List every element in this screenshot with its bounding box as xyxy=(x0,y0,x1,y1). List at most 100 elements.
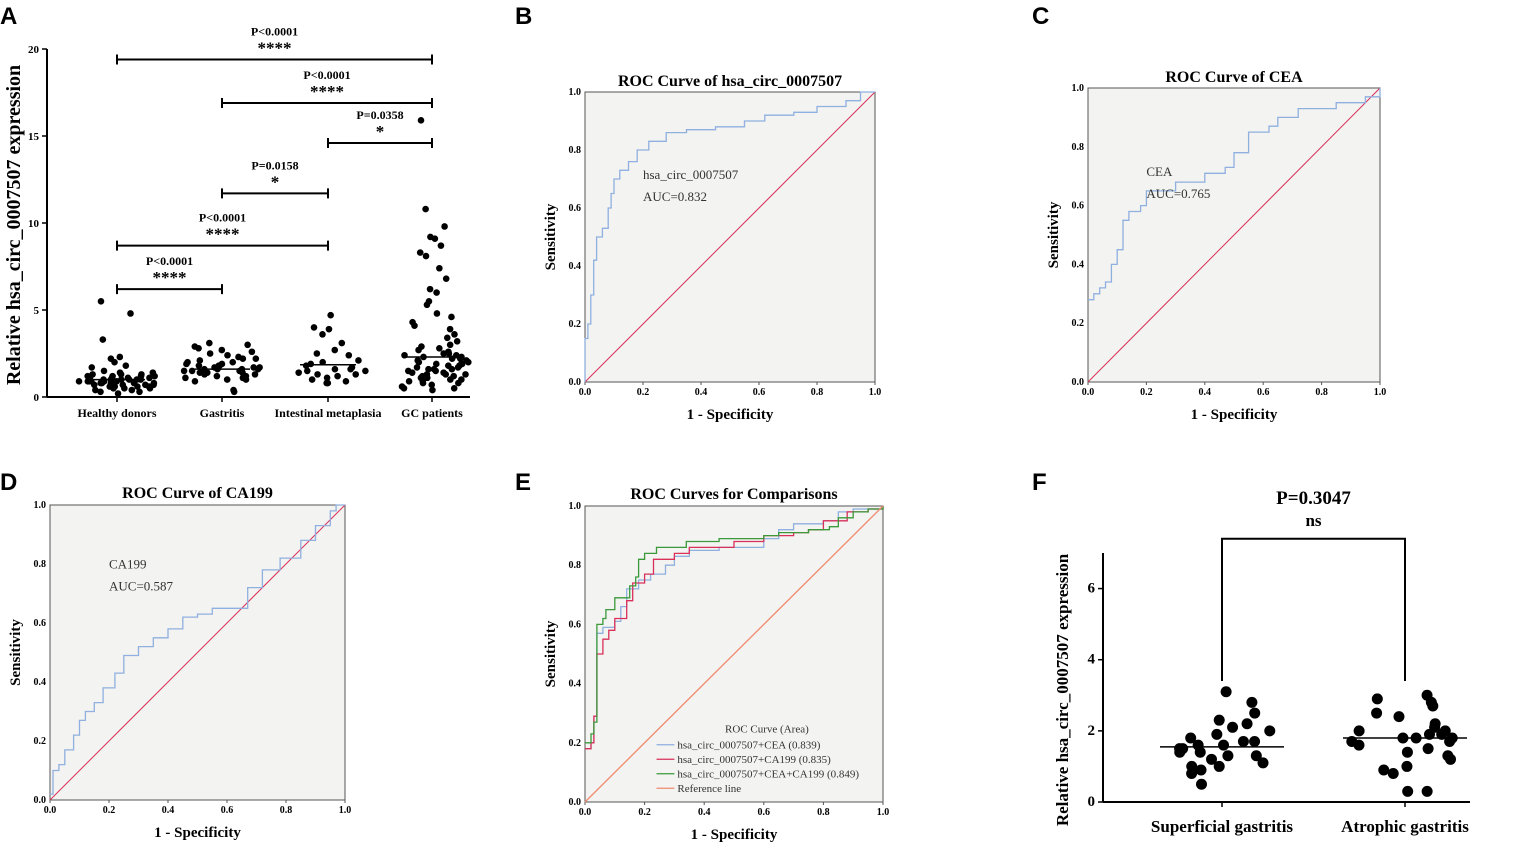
x-tick-label: 1.0 xyxy=(877,807,890,818)
roc-curve-0 xyxy=(584,91,875,382)
roc-curve-2 xyxy=(585,506,884,744)
y-tick-label: 0.2 xyxy=(569,738,582,749)
data-point xyxy=(100,367,108,375)
data-point xyxy=(191,378,199,385)
y-tick-label: 2 xyxy=(1088,723,1096,739)
reference-line xyxy=(584,91,876,383)
p-value-label: P<0.0001 xyxy=(146,254,193,268)
x-tick-label: GC patients xyxy=(401,406,463,420)
data-point xyxy=(465,358,472,366)
data-point xyxy=(1174,746,1186,758)
data-point xyxy=(254,365,262,373)
data-point xyxy=(206,339,213,347)
data-point xyxy=(303,367,311,375)
data-point xyxy=(229,358,237,366)
x-tick-label: 0.0 xyxy=(579,807,592,818)
y-tick-label: 0.0 xyxy=(569,377,582,388)
data-point xyxy=(106,383,114,390)
data-point xyxy=(325,325,333,333)
x-tick-label: 0.4 xyxy=(695,387,708,398)
y-tick-label: 0.6 xyxy=(34,618,47,629)
data-point xyxy=(1387,768,1399,780)
y-tick-label: 0 xyxy=(34,392,40,404)
data-point xyxy=(1378,764,1390,776)
y-tick-label: 1.0 xyxy=(34,500,47,511)
data-point xyxy=(1218,739,1230,751)
x-tick-label: 0.0 xyxy=(579,387,592,398)
data-point xyxy=(453,338,461,345)
significance-bracket xyxy=(327,137,433,148)
data-point xyxy=(1195,764,1207,776)
data-point xyxy=(308,376,316,383)
data-point xyxy=(432,367,440,375)
data-point xyxy=(362,367,369,375)
x-tick-label: 0.6 xyxy=(753,387,766,398)
y-tick-label: 0.4 xyxy=(569,679,582,690)
y-tick-label: 15 xyxy=(28,131,40,143)
data-point xyxy=(342,378,350,385)
roc-curve-3 xyxy=(584,505,884,803)
data-point xyxy=(1220,686,1232,698)
data-point xyxy=(98,379,106,387)
p-value-label: P<0.0001 xyxy=(251,24,298,38)
data-point xyxy=(1213,760,1225,772)
chart-title: ROC Curve of hsa_circ_0007507 xyxy=(618,73,842,90)
panel-label-e: E xyxy=(515,469,531,496)
y-axis-label: Relative hsa_circ_0007507 expression xyxy=(1053,553,1072,826)
data-point xyxy=(134,383,141,390)
data-point xyxy=(1249,707,1261,719)
x-tick-label: 0.6 xyxy=(758,807,771,818)
y-tick-label: 0 xyxy=(1088,794,1096,810)
p-value-label: P<0.0001 xyxy=(199,211,246,225)
data-point xyxy=(314,371,321,378)
data-point xyxy=(244,341,251,349)
x-tick-label: 0.6 xyxy=(221,805,234,816)
data-point xyxy=(462,371,469,378)
data-point xyxy=(442,275,450,282)
significance-stars: * xyxy=(271,172,280,191)
p-value-label: P=0.3047 xyxy=(1276,488,1351,509)
y-axis-label: Sensitivity xyxy=(543,203,559,270)
p-value-label: P=0.0158 xyxy=(251,158,298,172)
y-tick-label: 1.0 xyxy=(569,87,582,98)
data-point xyxy=(195,362,203,369)
data-point xyxy=(422,252,430,260)
data-point xyxy=(1444,736,1456,748)
x-tick-label: 0.8 xyxy=(280,805,293,816)
data-point xyxy=(1211,728,1223,740)
auc-annotation: CEA xyxy=(1146,164,1173,179)
significance-stars: **** xyxy=(258,38,292,57)
auc-annotation: AUC=0.587 xyxy=(109,579,174,594)
x-tick-label: Intestinal metaplasia xyxy=(274,406,381,420)
data-point xyxy=(1353,725,1365,737)
significance-bracket xyxy=(221,97,433,108)
data-point xyxy=(248,348,256,356)
data-point xyxy=(116,353,124,361)
y-tick-label: 0.6 xyxy=(569,203,582,214)
y-tick-label: 6 xyxy=(1088,581,1096,597)
y-tick-label: 0.8 xyxy=(34,559,47,570)
y-tick-label: 1.0 xyxy=(569,501,582,512)
data-point xyxy=(437,242,445,249)
data-point xyxy=(431,235,439,242)
y-tick-label: 0.4 xyxy=(569,261,582,272)
data-point xyxy=(423,374,431,382)
auc-annotation: hsa_circ_0007507 xyxy=(643,167,739,182)
data-point xyxy=(1264,725,1276,737)
chart-title: ROC Curve of CEA xyxy=(1165,69,1303,86)
data-point xyxy=(413,364,421,371)
y-axis-label: Sensitivity xyxy=(8,619,24,686)
significance-stars: ns xyxy=(1305,511,1321,530)
data-point xyxy=(295,369,302,376)
data-point xyxy=(429,386,436,394)
data-point xyxy=(310,324,318,331)
y-tick-label: 0.2 xyxy=(569,319,582,330)
data-point xyxy=(355,357,362,364)
data-point xyxy=(182,374,189,382)
y-tick-label: 0.8 xyxy=(1072,142,1085,153)
y-tick-label: 0.6 xyxy=(569,619,582,630)
data-point xyxy=(433,310,441,317)
auc-annotation: AUC=0.765 xyxy=(1146,186,1210,201)
y-tick-label: 0.0 xyxy=(1072,377,1085,388)
